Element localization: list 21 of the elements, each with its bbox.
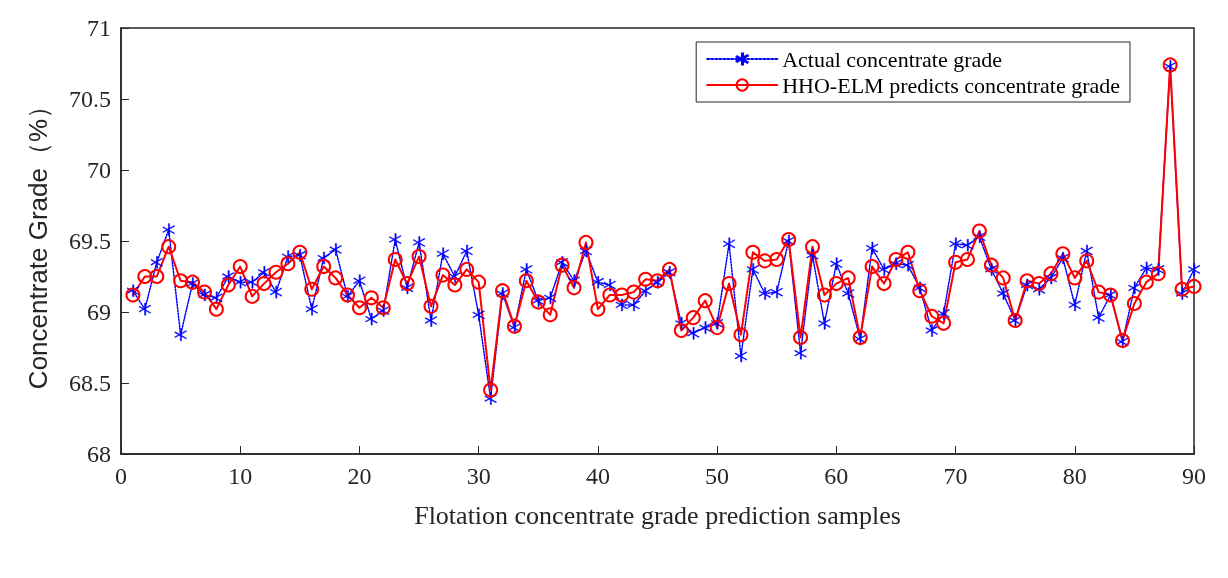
y-tick-label: 70.5 [69,86,111,112]
x-tick-label: 0 [115,463,127,489]
y-axis-title: Concentrate Grade（%） [23,92,53,390]
x-tick-label: 40 [585,463,610,489]
x-tick-label: 70 [943,463,968,489]
x-tick-label: 30 [466,463,491,489]
y-tick-label: 71 [87,15,111,41]
y-tick-label: 70 [87,157,111,183]
x-tick-label: 10 [228,463,253,489]
x-tick-label: 20 [347,463,372,489]
y-tick-label: 69 [87,299,111,325]
legend-label: Actual concentrate grade [782,46,1003,72]
x-tick-label: 60 [824,463,849,489]
y-tick-label: 68 [87,441,111,467]
legend-label: HHO-ELM predicts concentrate grade [782,72,1121,98]
x-axis-title: Flotation concentrate grade prediction samples [414,500,901,530]
x-tick-label: 80 [1062,463,1087,489]
y-tick-label: 69.5 [69,228,111,254]
y-tick-label: 68.5 [69,370,111,396]
x-tick-label: 50 [705,463,730,489]
x-tick-label: 90 [1182,463,1206,489]
